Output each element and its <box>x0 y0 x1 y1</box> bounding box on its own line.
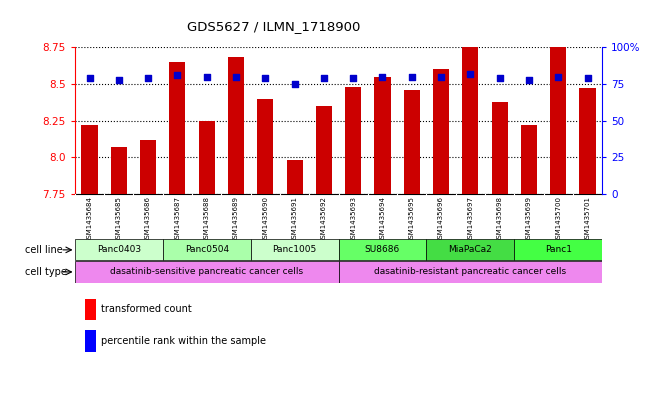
Bar <box>251 239 339 261</box>
Text: Panc1: Panc1 <box>545 245 572 254</box>
Bar <box>286 160 303 194</box>
Bar <box>521 125 537 194</box>
Text: percentile rank within the sample: percentile rank within the sample <box>101 336 266 346</box>
Text: GSM1435697: GSM1435697 <box>467 196 473 243</box>
Text: GSM1435700: GSM1435700 <box>555 196 561 243</box>
Bar <box>75 261 339 283</box>
Text: GSM1435698: GSM1435698 <box>497 196 503 243</box>
Text: GSM1435692: GSM1435692 <box>321 196 327 243</box>
Point <box>114 76 124 83</box>
Point <box>85 75 95 81</box>
Point <box>406 73 417 80</box>
Bar <box>550 28 566 194</box>
Text: Panc0504: Panc0504 <box>185 245 229 254</box>
Point <box>378 73 388 80</box>
Bar <box>514 239 602 261</box>
Bar <box>199 121 215 194</box>
Bar <box>111 147 127 194</box>
Text: Panc1005: Panc1005 <box>273 245 316 254</box>
Text: SU8686: SU8686 <box>365 245 400 254</box>
Point <box>231 73 242 80</box>
Text: GSM1435691: GSM1435691 <box>292 196 298 243</box>
Text: GSM1435695: GSM1435695 <box>409 196 415 243</box>
Bar <box>426 239 514 261</box>
Point <box>495 75 505 81</box>
Text: GSM1435684: GSM1435684 <box>87 196 92 243</box>
Text: dasatinib-sensitive pancreatic cancer cells: dasatinib-sensitive pancreatic cancer ce… <box>110 267 303 276</box>
Point <box>436 73 447 80</box>
Bar <box>492 101 508 194</box>
Text: cell line: cell line <box>25 245 62 255</box>
Text: GSM1435689: GSM1435689 <box>233 196 239 243</box>
Point <box>319 75 329 81</box>
Text: transformed count: transformed count <box>101 304 191 314</box>
Bar <box>433 69 449 194</box>
Bar <box>169 62 186 194</box>
Text: GSM1435688: GSM1435688 <box>204 196 210 243</box>
Bar <box>163 239 251 261</box>
Bar <box>316 106 332 194</box>
Text: Panc0403: Panc0403 <box>97 245 141 254</box>
Bar <box>339 239 426 261</box>
Point <box>260 75 271 81</box>
Point <box>553 73 564 80</box>
Bar <box>228 57 244 194</box>
Point <box>348 75 358 81</box>
Text: GDS5627 / ILMN_1718900: GDS5627 / ILMN_1718900 <box>187 20 360 33</box>
Text: GSM1435693: GSM1435693 <box>350 196 356 243</box>
Text: GSM1435686: GSM1435686 <box>145 196 151 243</box>
Bar <box>404 90 420 194</box>
Text: GSM1435685: GSM1435685 <box>116 196 122 243</box>
Text: GSM1435694: GSM1435694 <box>380 196 385 243</box>
Point <box>583 75 593 81</box>
Text: MiaPaCa2: MiaPaCa2 <box>449 245 492 254</box>
Text: cell type: cell type <box>25 267 67 277</box>
Bar <box>345 87 361 194</box>
Bar <box>257 99 273 194</box>
Text: GSM1435687: GSM1435687 <box>174 196 180 243</box>
Bar <box>374 77 391 194</box>
Point <box>523 76 534 83</box>
Point <box>289 81 299 87</box>
Bar <box>462 25 478 194</box>
Bar <box>81 125 98 194</box>
Point <box>202 73 212 80</box>
Bar <box>579 88 596 194</box>
Point <box>173 72 183 78</box>
Point <box>465 70 476 77</box>
Bar <box>140 140 156 194</box>
Text: GSM1435696: GSM1435696 <box>438 196 444 243</box>
Text: GSM1435690: GSM1435690 <box>262 196 268 243</box>
Point <box>143 75 154 81</box>
Text: dasatinib-resistant pancreatic cancer cells: dasatinib-resistant pancreatic cancer ce… <box>374 267 566 276</box>
Bar <box>339 261 602 283</box>
Text: GSM1435701: GSM1435701 <box>585 196 590 243</box>
Bar <box>75 239 163 261</box>
Text: GSM1435699: GSM1435699 <box>526 196 532 243</box>
